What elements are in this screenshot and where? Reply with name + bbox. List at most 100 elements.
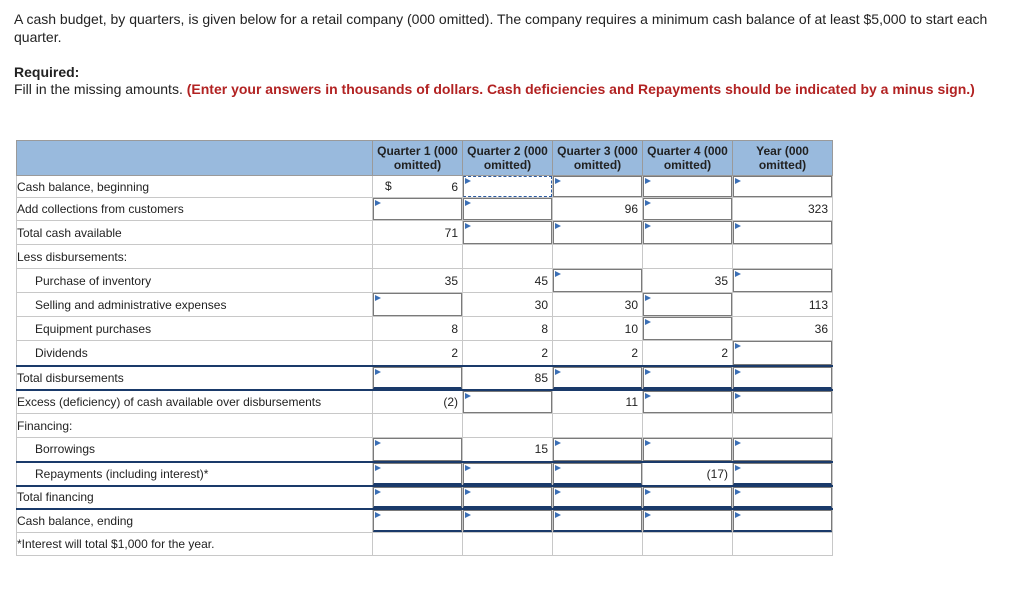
amount-input[interactable] (733, 462, 832, 485)
amount-input[interactable] (643, 390, 732, 413)
cell-marker-icon (735, 178, 741, 184)
header-row: Quarter 1 (000 omitted) Quarter 2 (000 o… (16, 140, 833, 176)
amount-input[interactable] (733, 486, 832, 508)
empty-cell (372, 413, 463, 438)
amount-text: 6 (451, 179, 458, 194)
amount-input[interactable] (643, 221, 732, 244)
empty-cell (642, 244, 733, 269)
amount-input[interactable] (553, 509, 642, 532)
amount-input[interactable] (733, 341, 832, 365)
amount-input[interactable] (643, 509, 732, 532)
header-quarter-2: Quarter 2 (000 omitted) (462, 140, 553, 176)
amount-input[interactable] (553, 269, 642, 292)
amount-input[interactable] (463, 462, 552, 485)
row-label-equipment-purchases: Equipment purchases (16, 316, 373, 341)
cell-marker-icon (645, 200, 651, 206)
cell-marker-icon (645, 488, 651, 495)
amount-input[interactable] (553, 462, 642, 485)
amount-text: 71 (444, 225, 458, 240)
row-label-borrowings: Borrowings (16, 437, 373, 462)
amount-input[interactable] (643, 176, 732, 197)
amount-text: 8 (451, 321, 458, 336)
row-label-financing: Financing: (16, 413, 373, 438)
header-quarter-4: Quarter 4 (000 omitted) (642, 140, 733, 176)
amount-text: (2) (443, 394, 458, 409)
amount-input[interactable] (463, 486, 552, 508)
table-row: Add collections from customers 96 323 (16, 197, 833, 221)
amount-input[interactable] (553, 486, 642, 508)
amount-text: 2 (541, 345, 548, 360)
row-label-dividends: Dividends (16, 340, 373, 366)
cell-marker-icon (645, 319, 651, 325)
cash-budget-table: Quarter 1 (000 omitted) Quarter 2 (000 o… (16, 140, 833, 556)
amount-text: 45 (534, 273, 548, 288)
amount-text: 30 (624, 297, 638, 312)
amount-input[interactable] (373, 438, 462, 461)
cell-marker-icon (735, 392, 741, 399)
row-label-total-cash-available: Total cash available (16, 220, 373, 245)
cell-marker-icon (645, 511, 651, 518)
amount-input[interactable] (553, 366, 642, 389)
amount-input[interactable] (463, 198, 552, 220)
header-quarter-3: Quarter 3 (000 omitted) (552, 140, 643, 176)
amount-value: 30 (552, 292, 649, 317)
amount-input[interactable] (733, 366, 832, 389)
amount-input[interactable] (733, 176, 832, 197)
empty-cell (462, 244, 553, 269)
amount-text: 85 (534, 370, 548, 385)
cell-marker-icon (735, 223, 741, 229)
cell-marker-icon (465, 223, 471, 229)
amount-input[interactable] (373, 293, 462, 316)
empty-cell (372, 244, 463, 269)
amount-value: 6 $ (372, 175, 469, 198)
amount-value: 113 (732, 292, 833, 317)
amount-value: 30 (462, 292, 553, 317)
amount-text: 35 (444, 273, 458, 288)
amount-value: 35 (372, 268, 463, 293)
empty-cell (372, 532, 463, 556)
cell-marker-icon (375, 200, 381, 206)
row-label-interest-will-total-1-000-for-the-year: *Interest will total $1,000 for the year… (16, 532, 373, 556)
table-row: Cash balance, ending (16, 507, 833, 533)
cell-marker-icon (645, 295, 651, 301)
amount-input[interactable] (643, 293, 732, 316)
amount-input[interactable] (733, 390, 832, 413)
amount-input[interactable] (463, 221, 552, 244)
amount-input[interactable] (733, 269, 832, 292)
table-row: Excess (deficiency) of cash available ov… (16, 388, 833, 414)
amount-value: 10 (552, 316, 643, 341)
row-label-total-disbursements: Total disbursements (16, 364, 373, 390)
amount-input[interactable] (553, 221, 642, 244)
amount-input[interactable] (463, 509, 552, 532)
amount-input[interactable] (373, 486, 462, 508)
amount-input[interactable] (733, 438, 832, 461)
amount-input[interactable] (733, 221, 832, 244)
amount-value: 2 (462, 340, 553, 366)
table-row: Less disbursements: (16, 244, 833, 269)
amount-input[interactable] (733, 509, 832, 532)
cell-marker-icon (645, 223, 651, 229)
cell-marker-icon (735, 440, 741, 446)
amount-input[interactable] (373, 462, 462, 485)
amount-input[interactable] (553, 438, 642, 461)
amount-input[interactable] (463, 390, 552, 413)
amount-value: 36 (732, 316, 833, 341)
amount-value: 2 (642, 340, 739, 366)
amount-input[interactable] (373, 366, 462, 389)
amount-input[interactable] (643, 366, 732, 389)
amount-input[interactable] (463, 176, 552, 197)
amount-input[interactable] (643, 486, 732, 508)
required-instruction: (Enter your answers in thousands of doll… (186, 81, 975, 97)
amount-input[interactable] (643, 438, 732, 461)
header-blank (16, 140, 373, 176)
cell-marker-icon (645, 178, 651, 184)
amount-input[interactable] (643, 317, 732, 340)
amount-input[interactable] (373, 509, 462, 532)
cell-marker-icon (555, 440, 561, 446)
table-row: Total financing (16, 484, 833, 509)
cell-marker-icon (645, 392, 651, 399)
amount-input[interactable] (643, 198, 732, 220)
amount-input[interactable] (373, 198, 462, 220)
amount-value: 71 (372, 220, 463, 245)
amount-input[interactable] (553, 176, 642, 197)
